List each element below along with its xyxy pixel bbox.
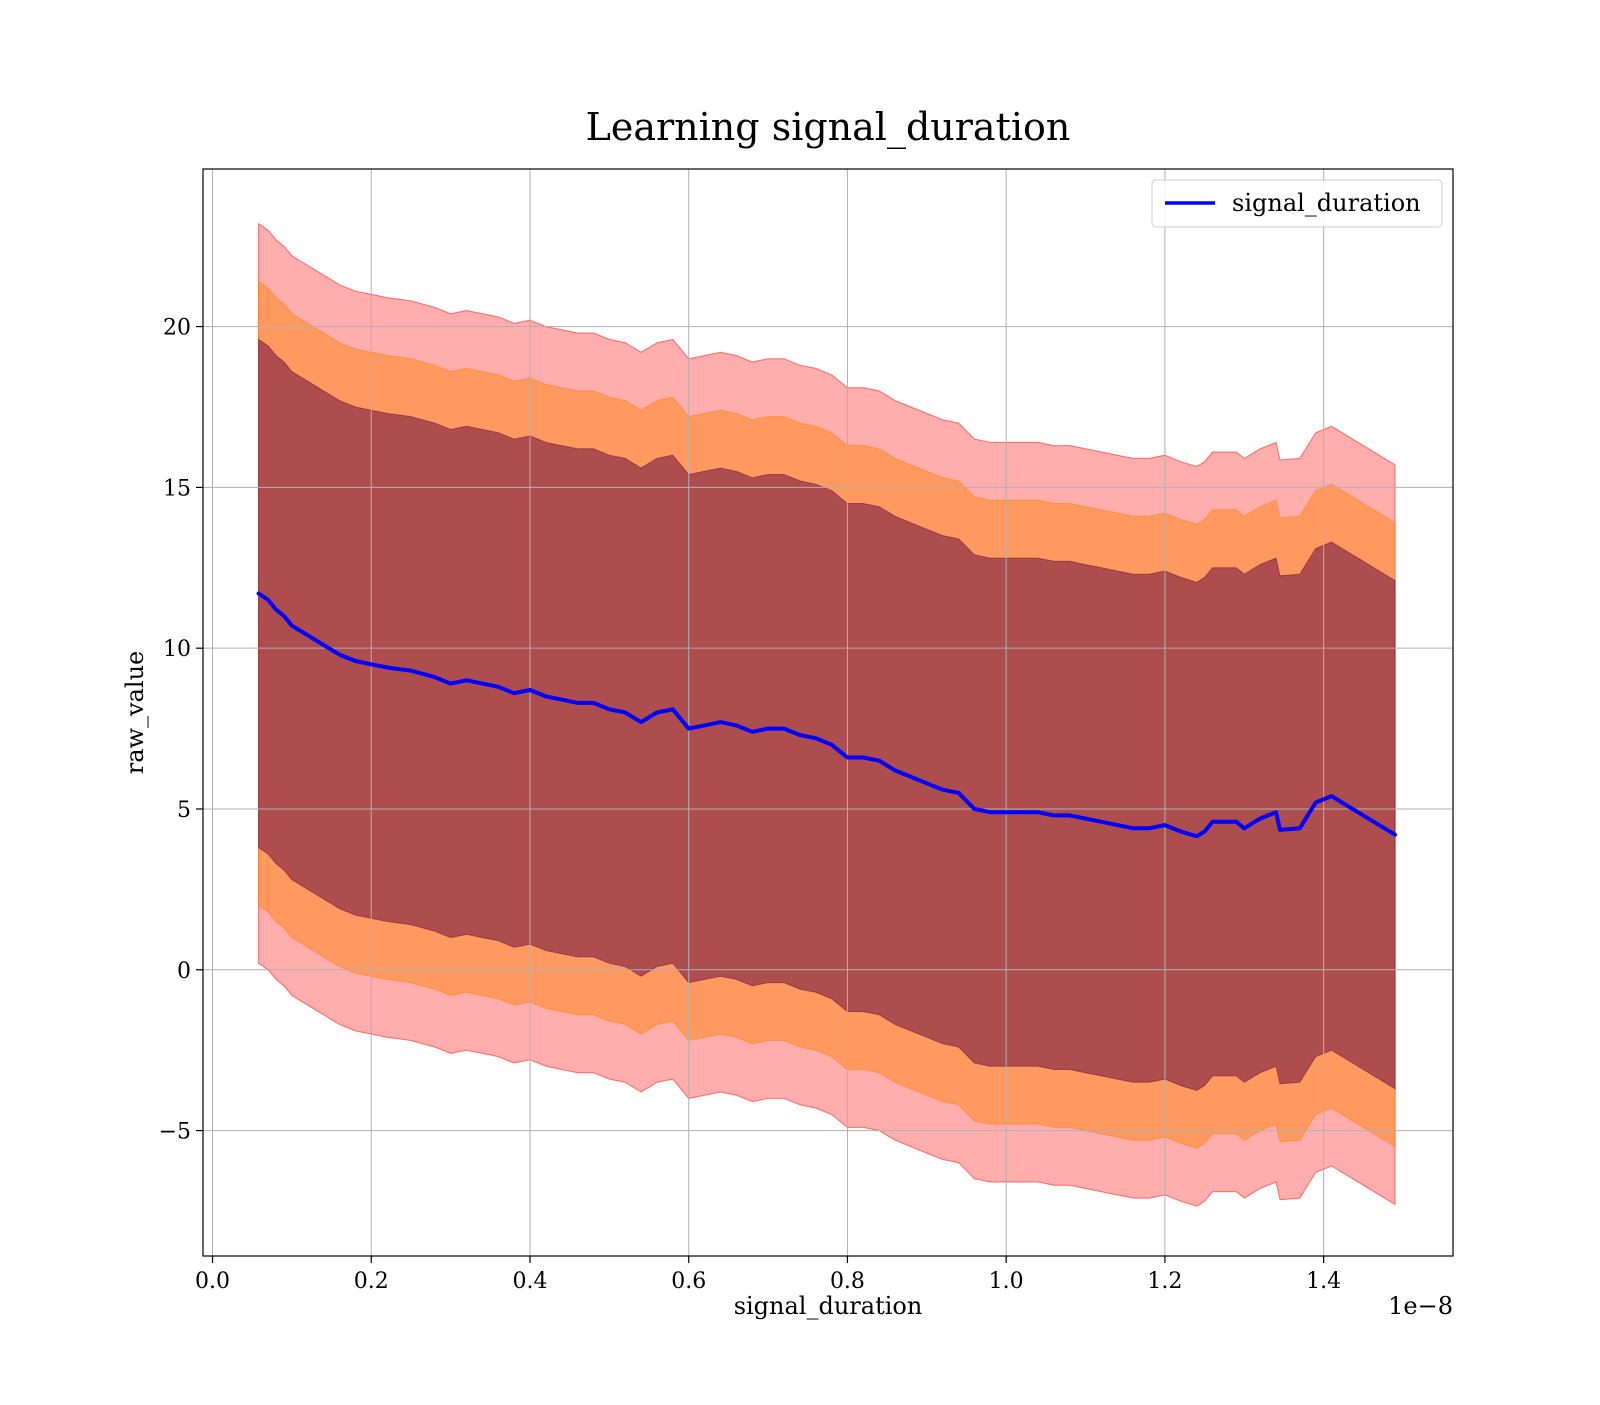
legend-box (1151, 179, 1443, 228)
x-tick-label: 0.0 (195, 1269, 230, 1294)
plot-frame (202, 168, 1454, 1257)
confidence-bands (258, 222, 1396, 1207)
x-tick-label: 0.2 (354, 1269, 389, 1294)
x-tick-label: 1.4 (1306, 1269, 1341, 1294)
legend-label-signal-duration: signal_duration (1232, 189, 1421, 217)
y-tick-label: 15 (163, 476, 191, 501)
x-axis-label: signal_duration (734, 1292, 923, 1320)
x-tick-label: 1.2 (1147, 1269, 1182, 1294)
y-tick-label: 10 (163, 637, 191, 662)
chart-title: Learning signal_duration (586, 105, 1071, 150)
series-lines (256, 591, 1398, 839)
x-tick-label: 1.0 (989, 1269, 1024, 1294)
axis-ticks: 0.0 0.2 0.4 0.6 0.8 1.0 1.2 1.4 −5 0 5 10 15 20 (159, 316, 1342, 1294)
y-axis-label: raw_value (121, 651, 149, 775)
grid-lines (203, 169, 1453, 1256)
y-tick-label: 5 (177, 798, 191, 823)
y-tick-label: −5 (159, 1120, 191, 1145)
x-tick-label: 0.6 (671, 1269, 706, 1294)
x-tick-label: 0.8 (830, 1269, 865, 1294)
y-tick-label: 0 (177, 959, 191, 984)
legend: signal_duration (1151, 179, 1443, 228)
x-axis-offset-label: 1e−8 (1388, 1292, 1453, 1320)
y-tick-label: 20 (163, 316, 191, 341)
series-line-signal-duration (256, 591, 1398, 839)
x-tick-label: 0.4 (512, 1269, 547, 1294)
